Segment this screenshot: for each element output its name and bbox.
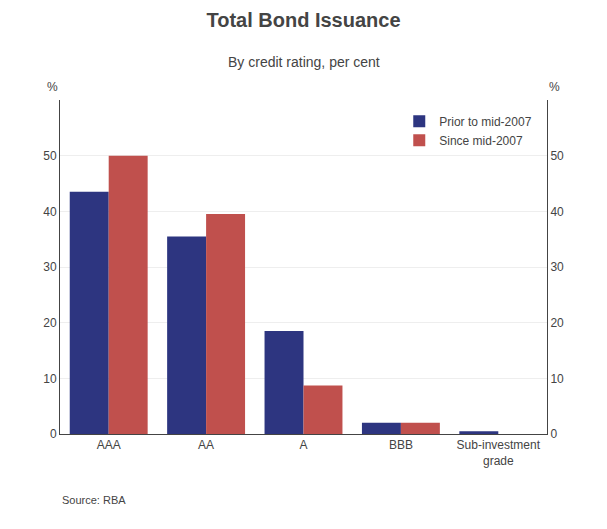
svg-text:0: 0 [50,427,57,441]
svg-text:40: 40 [43,205,57,219]
svg-text:50: 50 [550,149,564,163]
svg-text:50: 50 [43,149,57,163]
svg-text:20: 20 [550,316,564,330]
svg-text:0: 0 [550,427,557,441]
svg-text:Source: RBA: Source: RBA [62,494,126,506]
svg-text:By credit rating, per cent: By credit rating, per cent [228,54,380,70]
svg-text:Prior to mid-2007: Prior to mid-2007 [439,115,531,129]
svg-text:Total Bond Issuance: Total Bond Issuance [206,9,400,31]
svg-text:A: A [299,438,307,452]
svg-text:Sub-investmentgrade: Sub-investmentgrade [457,438,541,468]
svg-text:10: 10 [43,372,57,386]
svg-text:10: 10 [550,372,564,386]
svg-text:AAA: AAA [97,438,121,452]
svg-text:AA: AA [198,438,214,452]
svg-text:40: 40 [550,205,564,219]
svg-text:BBB: BBB [389,438,413,452]
svg-text:%: % [47,80,58,94]
svg-text:20: 20 [43,316,57,330]
svg-text:30: 30 [550,260,564,274]
svg-text:%: % [549,80,560,94]
svg-text:Since mid-2007: Since mid-2007 [439,134,523,148]
svg-text:30: 30 [43,260,57,274]
